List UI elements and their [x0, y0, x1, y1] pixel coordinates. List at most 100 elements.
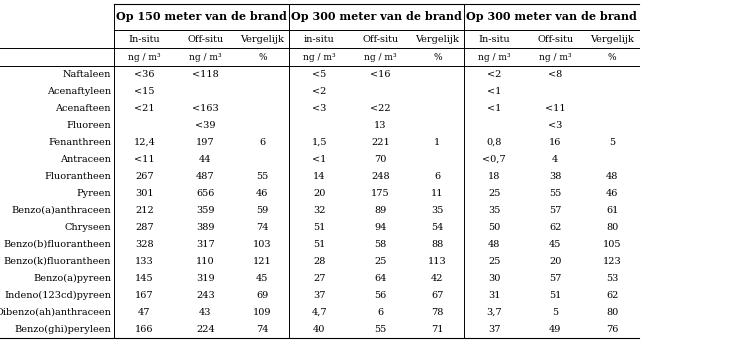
Text: <5: <5 [312, 70, 326, 79]
Text: 103: 103 [253, 240, 272, 249]
Text: Fluoreen: Fluoreen [66, 121, 111, 130]
Text: 50: 50 [488, 223, 501, 232]
Text: 30: 30 [488, 274, 501, 283]
Text: %: % [258, 52, 267, 61]
Text: Vergelijk: Vergelijk [240, 35, 284, 44]
Text: 319: 319 [196, 274, 215, 283]
Text: 6: 6 [259, 138, 265, 147]
Text: 121: 121 [253, 257, 272, 266]
Text: 14: 14 [313, 172, 326, 181]
Text: 267: 267 [135, 172, 154, 181]
Text: 317: 317 [196, 240, 215, 249]
Text: 31: 31 [488, 291, 501, 300]
Text: 46: 46 [606, 189, 618, 198]
Text: <22: <22 [370, 104, 391, 113]
Text: <118: <118 [192, 70, 219, 79]
Text: 1: 1 [434, 138, 440, 147]
Text: <2: <2 [487, 70, 501, 79]
Text: 76: 76 [606, 325, 618, 334]
Text: 133: 133 [135, 257, 154, 266]
Text: 78: 78 [431, 308, 443, 317]
Text: 212: 212 [135, 206, 154, 215]
Text: 74: 74 [256, 325, 269, 334]
Text: ng / m³: ng / m³ [303, 52, 336, 61]
Text: 35: 35 [431, 206, 443, 215]
Text: 46: 46 [257, 189, 268, 198]
Text: <8: <8 [548, 70, 562, 79]
Text: 57: 57 [549, 206, 562, 215]
Text: 58: 58 [374, 240, 387, 249]
Text: 40: 40 [313, 325, 326, 334]
Text: 166: 166 [135, 325, 154, 334]
Text: Benzo(ghi)peryleen: Benzo(ghi)peryleen [14, 325, 111, 334]
Text: In-situ: In-situ [129, 35, 160, 44]
Text: 5: 5 [552, 308, 559, 317]
Text: <1: <1 [487, 104, 501, 113]
Text: 71: 71 [431, 325, 444, 334]
Text: 20: 20 [313, 189, 326, 198]
Text: 145: 145 [135, 274, 154, 283]
Text: Off-situ: Off-situ [537, 35, 573, 44]
Text: Acenafteen: Acenafteen [55, 104, 111, 113]
Text: 49: 49 [549, 325, 562, 334]
Text: 44: 44 [199, 155, 212, 164]
Text: Naftaleen: Naftaleen [62, 70, 111, 79]
Text: Op 300 meter van de brand: Op 300 meter van de brand [291, 11, 462, 22]
Text: 55: 55 [257, 172, 268, 181]
Text: 80: 80 [606, 223, 618, 232]
Text: Benzo(a)pyreen: Benzo(a)pyreen [33, 274, 111, 283]
Text: in-situ: in-situ [304, 35, 335, 44]
Text: Fenanthreen: Fenanthreen [48, 138, 111, 147]
Text: <3: <3 [312, 104, 326, 113]
Text: 45: 45 [549, 240, 562, 249]
Text: 27: 27 [313, 274, 326, 283]
Text: <2: <2 [312, 87, 326, 96]
Text: 57: 57 [549, 274, 562, 283]
Text: 656: 656 [196, 189, 215, 198]
Text: 54: 54 [431, 223, 443, 232]
Text: Fluorantheen: Fluorantheen [44, 172, 111, 181]
Text: 25: 25 [374, 257, 387, 266]
Text: ng / m³: ng / m³ [539, 52, 572, 61]
Text: Antraceen: Antraceen [60, 155, 111, 164]
Text: 64: 64 [374, 274, 387, 283]
Text: 20: 20 [549, 257, 562, 266]
Text: 328: 328 [135, 240, 154, 249]
Text: Off-situ: Off-situ [362, 35, 398, 44]
Text: <21: <21 [134, 104, 155, 113]
Text: 110: 110 [196, 257, 215, 266]
Text: 5: 5 [609, 138, 615, 147]
Text: 67: 67 [431, 291, 443, 300]
Text: ng / m³: ng / m³ [189, 52, 222, 61]
Text: 94: 94 [374, 223, 387, 232]
Text: Off-situ: Off-situ [187, 35, 223, 44]
Text: 6: 6 [377, 308, 384, 317]
Text: 56: 56 [374, 291, 387, 300]
Text: <16: <16 [370, 70, 390, 79]
Text: 301: 301 [135, 189, 154, 198]
Text: Pyreen: Pyreen [76, 189, 111, 198]
Text: 74: 74 [256, 223, 269, 232]
Text: ng / m³: ng / m³ [478, 52, 511, 61]
Text: In-situ: In-situ [478, 35, 510, 44]
Text: 45: 45 [257, 274, 268, 283]
Text: ng / m³: ng / m³ [364, 52, 397, 61]
Text: 70: 70 [374, 155, 387, 164]
Text: 88: 88 [431, 240, 443, 249]
Text: 123: 123 [603, 257, 622, 266]
Text: <1: <1 [487, 87, 501, 96]
Text: 59: 59 [257, 206, 268, 215]
Text: 105: 105 [603, 240, 622, 249]
Text: Dibenzo(ah)anthraceen: Dibenzo(ah)anthraceen [0, 308, 111, 317]
Text: 3,7: 3,7 [487, 308, 502, 317]
Text: <163: <163 [192, 104, 219, 113]
Text: 51: 51 [313, 223, 326, 232]
Text: 51: 51 [313, 240, 326, 249]
Text: <0,7: <0,7 [482, 155, 506, 164]
Text: 43: 43 [199, 308, 212, 317]
Text: 11: 11 [431, 189, 444, 198]
Text: <1: <1 [312, 155, 326, 164]
Text: 61: 61 [606, 206, 618, 215]
Text: Benzo(a)anthraceen: Benzo(a)anthraceen [11, 206, 111, 215]
Text: Op 150 meter van de brand: Op 150 meter van de brand [116, 11, 287, 22]
